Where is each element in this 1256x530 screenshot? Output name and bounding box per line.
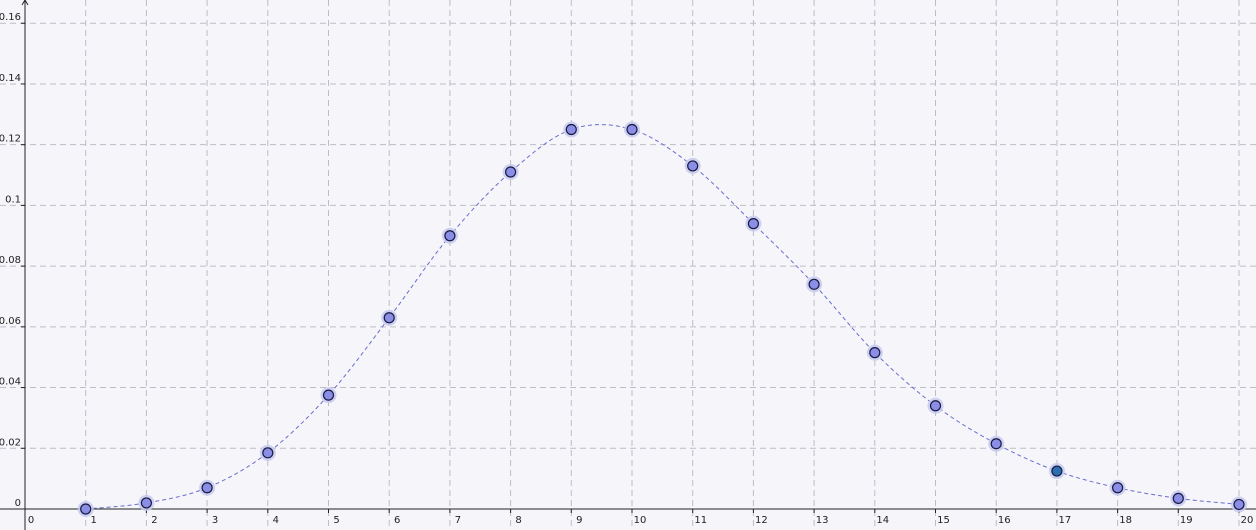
x-tick-label: 7 [455,515,461,526]
y-axis-arrow [21,0,29,6]
y-tick-label: 0.02 [0,437,21,448]
data-point[interactable] [1233,498,1245,511]
y-tick-label: 0.08 [0,255,21,266]
x-tick-label: 1 [91,515,97,526]
x-tick-label: 6 [394,515,400,526]
x-tick-label: 8 [515,515,521,526]
y-tick-label: 0.16 [0,12,21,23]
data-point[interactable] [1051,465,1063,477]
y-tick-label: 0.04 [0,377,21,388]
data-point[interactable] [687,160,699,172]
fitted-curve [85,124,1240,510]
x-tick-label: 5 [333,515,339,526]
data-point[interactable] [747,218,760,230]
x-tick-label: 14 [876,515,889,526]
y-tick-label: 0.14 [0,73,21,84]
y-tick-label: 0.1 [5,194,21,205]
data-point[interactable] [869,347,881,359]
x-tick-label: 10 [634,515,647,526]
x-tick-label: 20 [1241,515,1254,526]
data-point[interactable] [626,123,638,136]
tick-labels: 0 1 2 3 4 5 6 7 8 9 10 11 12 13 14 15 16 17 18 19 2000.020.0… [0,12,1253,526]
x-tick-label: 17 [1059,515,1072,526]
data-point[interactable] [1172,492,1184,504]
y-tick-label: 0.06 [0,316,21,327]
data-point[interactable] [1111,482,1124,494]
data-point[interactable] [262,447,274,459]
x-tick-label: 4 [273,515,279,526]
data-point[interactable] [929,400,942,412]
data-point[interactable] [505,166,517,178]
data-point[interactable] [808,278,820,290]
x-tick-label: 16 [998,515,1011,526]
data-point[interactable] [140,497,152,509]
x-tick-label: 13 [816,515,829,526]
y-tick-label: 0 [15,498,21,509]
x-tick-label: 15 [937,515,950,526]
y-tick-label: 0.12 [0,134,21,145]
x-tick-label: 0 [28,515,34,526]
x-tick-label: 2 [151,515,157,526]
x-tick-label: 18 [1119,515,1132,526]
x-tick-label: 12 [755,515,768,526]
data-point[interactable] [80,503,92,515]
data-point[interactable] [201,482,213,494]
x-tick-label: 11 [694,515,707,526]
data-points[interactable] [77,121,1247,518]
data-point[interactable] [444,230,456,242]
data-point[interactable] [565,123,577,136]
x-tick-label: 9 [576,515,582,526]
x-tick-label: 3 [212,515,218,526]
data-point[interactable] [990,438,1002,450]
data-point[interactable] [383,312,395,324]
x-tick-label: 19 [1180,515,1193,526]
data-point[interactable] [322,389,335,401]
